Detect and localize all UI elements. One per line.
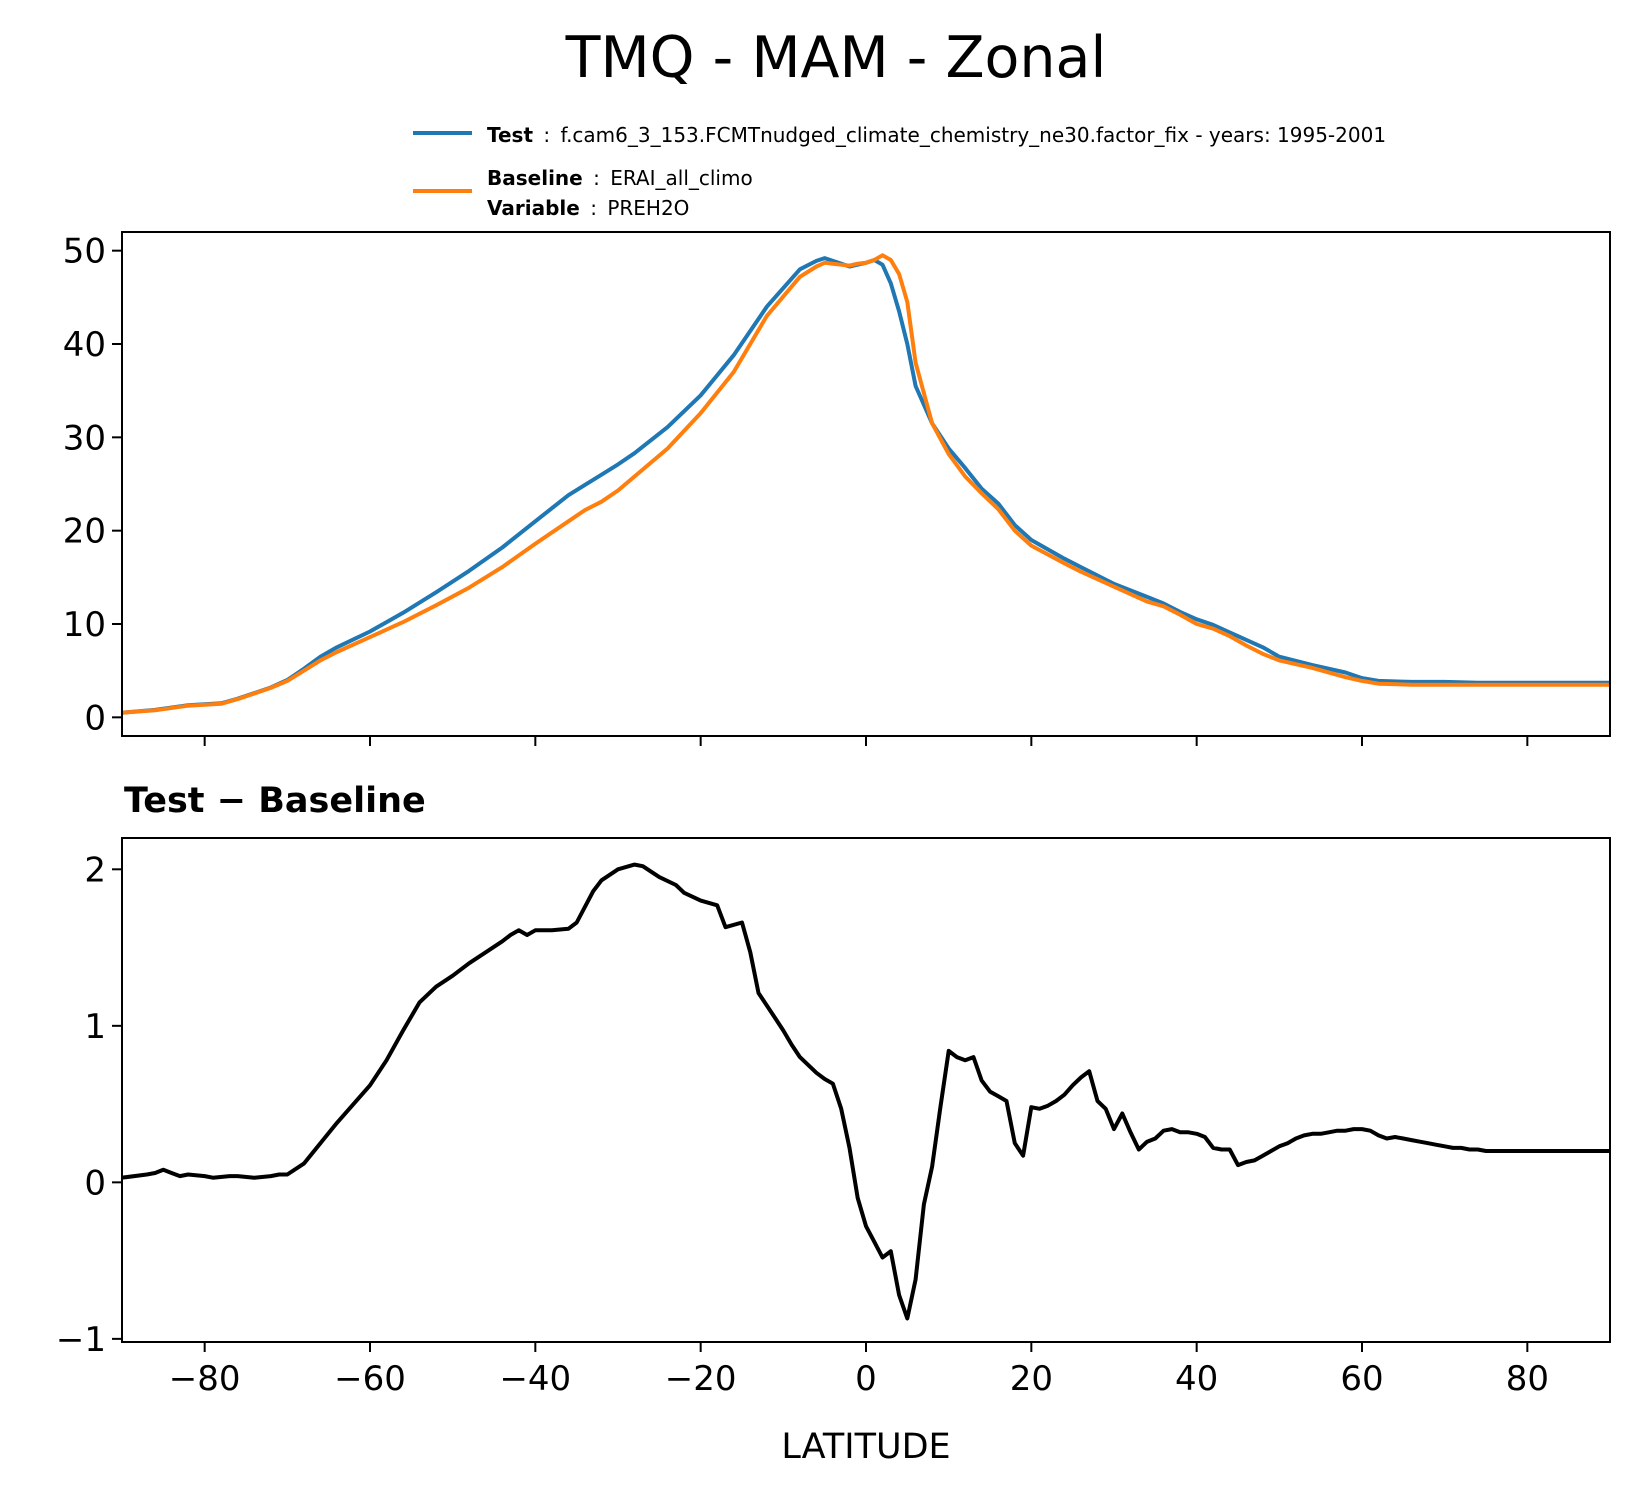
top-ytick-label: 40 (63, 325, 106, 365)
top-panel-frame (121, 231, 1611, 737)
top-panel: 0 10 20 30 40 50 (63, 231, 1611, 746)
bottom-ytick-label: 2 (84, 850, 106, 890)
legend-baseline-sep: : (593, 166, 600, 190)
x-axis-label: LATITUDE (781, 1427, 950, 1467)
legend-test-sep: : (543, 123, 550, 147)
bottom-panel: −1 0 1 2 −80 −60 −40 −20 0 20 40 60 80 (56, 837, 1611, 1399)
bottom-panel-frame (121, 837, 1611, 1343)
legend-test-desc: f.cam6_3_153.FCMTnudged_climate_chemistr… (560, 123, 1386, 147)
bottom-xtick-label: 40 (1175, 1359, 1218, 1399)
figure-title: TMQ - MAM - Zonal (565, 25, 1107, 91)
series-line-baseline (122, 253, 1610, 715)
series-line-difference (122, 862, 1610, 1321)
bottom-xtick-label: 20 (1010, 1359, 1053, 1399)
legend-test-label: Test (487, 123, 533, 147)
bottom-xtick-label: 0 (855, 1359, 877, 1399)
bottom-xtick-label: −60 (334, 1359, 406, 1399)
bottom-xtick-label: −40 (499, 1359, 571, 1399)
top-ytick-label: 30 (63, 418, 106, 458)
legend-variable-sep: : (590, 196, 597, 220)
series-line-test (122, 256, 1610, 715)
top-ytick-label: 10 (63, 605, 106, 645)
bottom-xtick-label: −80 (169, 1359, 241, 1399)
top-ytick-label: 0 (84, 698, 106, 738)
legend: Test : f.cam6_3_153.FCMTnudged_climate_c… (413, 123, 1386, 220)
diff-panel-title: Test − Baseline (124, 781, 426, 821)
legend-baseline-label: Baseline (487, 166, 583, 190)
top-ytick-label: 50 (63, 232, 106, 272)
bottom-ytick-label: 1 (84, 1007, 106, 1047)
legend-baseline-entry: Baseline : ERAI_all_climo (487, 166, 753, 190)
bottom-xtick-label: 60 (1340, 1359, 1383, 1399)
legend-variable-label: Variable (487, 196, 580, 220)
bottom-ytick-label: 0 (84, 1163, 106, 1203)
legend-variable-entry: Variable : PREH2O (487, 196, 689, 220)
legend-variable-desc: PREH2O (607, 196, 689, 220)
bottom-xtick-label: 80 (1506, 1359, 1549, 1399)
bottom-ytick-label: −1 (56, 1320, 106, 1360)
legend-test-entry: Test : f.cam6_3_153.FCMTnudged_climate_c… (487, 123, 1386, 147)
top-ytick-label: 20 (63, 512, 106, 552)
bottom-xtick-label: −20 (665, 1359, 737, 1399)
legend-baseline-desc: ERAI_all_climo (610, 166, 753, 190)
